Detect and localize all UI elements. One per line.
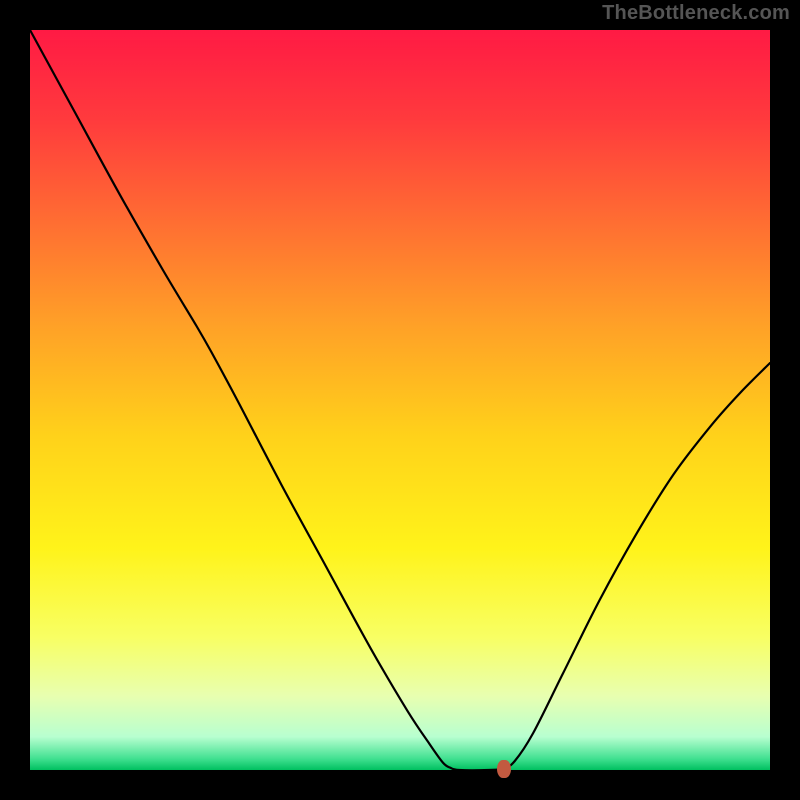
watermark-text: TheBottleneck.com <box>602 2 790 25</box>
gradient-background <box>30 30 770 770</box>
figure-root: { "watermark": { "text": "TheBottleneck.… <box>0 0 800 800</box>
optimal-point-marker <box>497 760 511 778</box>
chart-svg <box>30 30 770 770</box>
bottleneck-chart <box>30 30 770 770</box>
